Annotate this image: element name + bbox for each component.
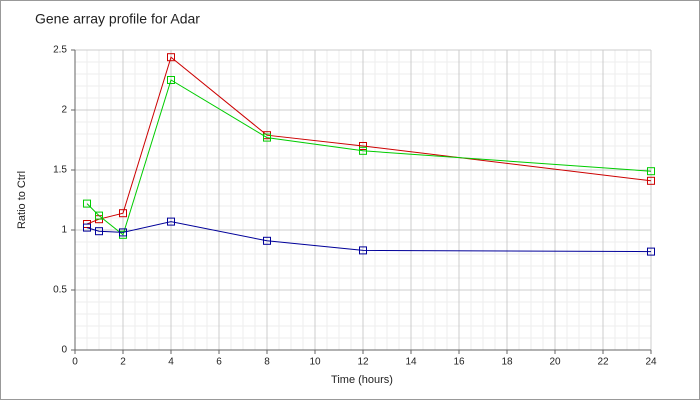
chart-title: Gene array profile for Adar [35, 11, 200, 27]
point-marker [83, 199, 91, 208]
y-tick-label: 0 [61, 345, 67, 356]
x-tick-label: 18 [501, 357, 513, 368]
point-marker [647, 167, 655, 176]
point-marker [359, 146, 367, 155]
point-marker [167, 217, 175, 226]
point-marker [359, 246, 367, 255]
x-tick-label: 10 [309, 357, 321, 368]
y-tick-label: 0.5 [53, 285, 67, 296]
x-tick-label: 8 [264, 357, 270, 368]
y-tick-label: 1.5 [53, 165, 67, 176]
x-tick-label: 16 [453, 357, 465, 368]
x-tick-label: 22 [597, 357, 609, 368]
point-marker [95, 211, 103, 220]
y-tick-label: 1 [61, 225, 67, 236]
point-marker [647, 176, 655, 185]
x-tick-label: 14 [405, 357, 417, 368]
x-tick-label: 2 [120, 357, 126, 368]
x-tick-label: 24 [645, 357, 657, 368]
point-marker [167, 53, 175, 62]
x-tick-label: 6 [216, 357, 222, 368]
point-marker [167, 76, 175, 84]
x-tick-label: 20 [549, 357, 561, 368]
point-marker [647, 247, 655, 256]
x-tick-label: 0 [72, 357, 78, 368]
point-marker [263, 133, 271, 142]
point-marker [119, 209, 127, 218]
y-axis-label: Ratio to Ctrl [16, 171, 28, 229]
y-tick-label: 2.5 [53, 45, 67, 56]
series-line [86, 79, 652, 236]
point-marker [83, 223, 91, 232]
point-marker [119, 228, 127, 237]
point-marker [263, 236, 271, 245]
x-axis-label: Time (hours) [331, 374, 393, 386]
x-tick-label: 12 [357, 357, 369, 368]
point-marker [359, 142, 367, 150]
series-line [86, 221, 652, 253]
y-tick-label: 2 [61, 105, 67, 116]
x-tick-label: 4 [168, 357, 174, 368]
point-marker [95, 227, 103, 236]
